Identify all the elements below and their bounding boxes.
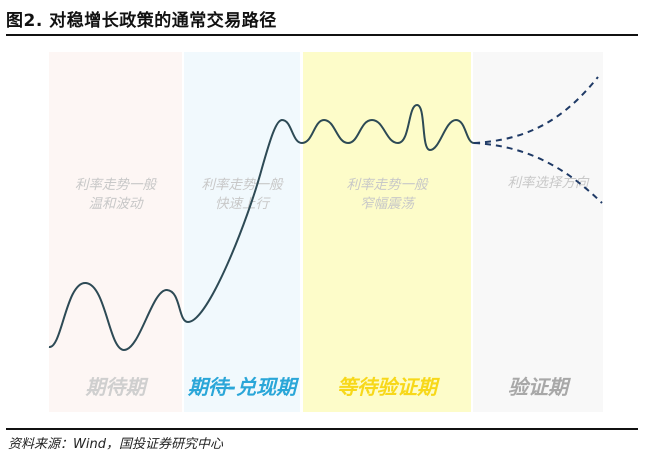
figure-title: 图2. 对稳增长政策的通常交易路径 [6, 11, 277, 31]
stage-4-description: 利率选择方向 [473, 174, 623, 193]
source-rule [6, 428, 638, 430]
stage-3-desc-line1: 利率走势一般 [346, 177, 428, 193]
rate-path-line [48, 103, 475, 352]
stage-1-description: 利率走势一般 温和波动 [49, 176, 182, 214]
title-rule [6, 34, 638, 36]
phase-label-expectation: 期待期 [85, 375, 146, 399]
stage-panel-expectation-realization [184, 52, 300, 412]
phase-label-awaiting-verification: 等待验证期 [337, 375, 437, 399]
source-note: 资料来源：Wind，国投证券研究中心 [8, 437, 223, 452]
phase-label-verification: 验证期 [508, 375, 568, 399]
stage-panel-expectation [49, 52, 182, 412]
stage-panel-awaiting-verification [303, 52, 471, 412]
phase-label-expectation-realization: 期待-兑现期 [187, 375, 297, 399]
stage-4-desc-line1: 利率选择方向 [507, 175, 589, 191]
stage-2-desc-line1: 利率走势一般 [201, 177, 283, 193]
stage-1-desc-line2: 温和波动 [88, 196, 143, 212]
stage-3-description: 利率走势一般 窄幅震荡 [303, 176, 471, 214]
stage-panel-verification [473, 52, 603, 412]
stage-1-desc-line1: 利率走势一般 [75, 177, 156, 193]
stage-2-desc-line2: 快速上行 [215, 196, 269, 212]
rate-path-downside-scenario [473, 142, 603, 204]
stage-2-description: 利率走势一般 快速上行 [184, 176, 300, 214]
stage-3-desc-line2: 窄幅震荡 [360, 196, 414, 212]
rate-path-upside-scenario [473, 76, 599, 144]
